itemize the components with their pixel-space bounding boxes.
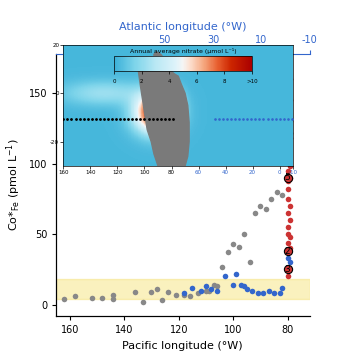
X-axis label: Atlantic longitude (°W): Atlantic longitude (°W) <box>119 22 247 32</box>
Point <box>230 282 236 288</box>
Point <box>287 97 293 103</box>
Point <box>287 217 293 223</box>
Point <box>236 244 241 250</box>
Point <box>266 288 272 293</box>
Point <box>219 264 225 270</box>
Point <box>154 286 160 292</box>
Polygon shape <box>138 64 189 190</box>
Point <box>285 65 291 71</box>
Point <box>285 248 291 254</box>
Point <box>271 291 277 296</box>
Point <box>285 104 291 110</box>
Point <box>195 291 201 296</box>
Text: 2: 2 <box>285 247 290 256</box>
Text: 5: 5 <box>285 173 290 182</box>
Point <box>285 116 291 121</box>
Point <box>285 130 291 135</box>
Point <box>198 288 203 293</box>
Point <box>249 288 255 293</box>
Point <box>206 288 212 293</box>
Point <box>239 282 244 288</box>
Point <box>72 293 78 299</box>
Point <box>187 293 193 299</box>
Point <box>287 164 293 169</box>
Point <box>241 283 247 289</box>
Point <box>132 289 138 295</box>
Point <box>165 289 171 295</box>
Point <box>277 291 282 296</box>
Point <box>285 93 291 99</box>
Point <box>285 186 291 192</box>
Point <box>110 296 116 302</box>
Point <box>255 291 261 296</box>
Point <box>189 285 195 291</box>
Point <box>285 144 291 150</box>
Point <box>274 189 280 195</box>
Point <box>285 130 291 135</box>
Point <box>285 231 291 237</box>
Point <box>214 283 220 289</box>
Point <box>260 291 266 296</box>
Point <box>287 203 293 209</box>
Point <box>279 285 285 291</box>
Point <box>62 296 67 302</box>
Point <box>247 260 252 265</box>
Point <box>211 282 217 288</box>
Y-axis label: Co*$_\mathregular{Fe}$ (pmol L$^{-1}$): Co*$_\mathregular{Fe}$ (pmol L$^{-1}$) <box>4 139 23 231</box>
Point <box>285 168 291 174</box>
X-axis label: Pacific longitude (°W): Pacific longitude (°W) <box>122 341 243 351</box>
Point <box>181 292 187 298</box>
Point <box>285 196 291 202</box>
Point <box>285 158 291 164</box>
Point <box>285 248 291 254</box>
Point <box>222 273 228 279</box>
Point <box>173 292 179 298</box>
Point <box>230 241 236 247</box>
Point <box>287 76 293 82</box>
Point <box>244 286 250 292</box>
Point <box>279 192 285 197</box>
Point <box>100 295 105 301</box>
Bar <box>56 279 310 299</box>
Point <box>214 288 220 293</box>
Point <box>160 298 165 303</box>
Point <box>110 292 116 298</box>
Point <box>285 224 291 230</box>
Point <box>148 289 154 295</box>
Point <box>285 210 291 216</box>
Point <box>209 286 214 292</box>
Point <box>285 273 291 279</box>
Point <box>258 203 264 209</box>
Point <box>269 196 274 202</box>
Point <box>285 178 291 183</box>
Point <box>252 210 258 216</box>
Polygon shape <box>154 52 169 69</box>
Point <box>225 250 231 255</box>
Point <box>203 288 209 293</box>
Point <box>287 245 293 251</box>
Text: 4: 4 <box>285 128 290 137</box>
Point <box>263 206 269 212</box>
Point <box>285 255 291 261</box>
Point <box>181 291 187 296</box>
Point <box>285 267 291 272</box>
Point <box>203 283 209 289</box>
Point <box>287 175 293 181</box>
Point <box>285 240 291 246</box>
Point <box>233 271 239 276</box>
Point <box>285 175 291 181</box>
Point <box>287 135 293 141</box>
Point <box>140 299 146 305</box>
Point <box>285 79 291 85</box>
Point <box>287 234 293 240</box>
Point <box>287 119 293 124</box>
Text: 3: 3 <box>285 265 290 274</box>
Point <box>285 267 291 272</box>
Point <box>89 295 94 301</box>
Point <box>287 260 293 265</box>
Point <box>241 231 247 237</box>
